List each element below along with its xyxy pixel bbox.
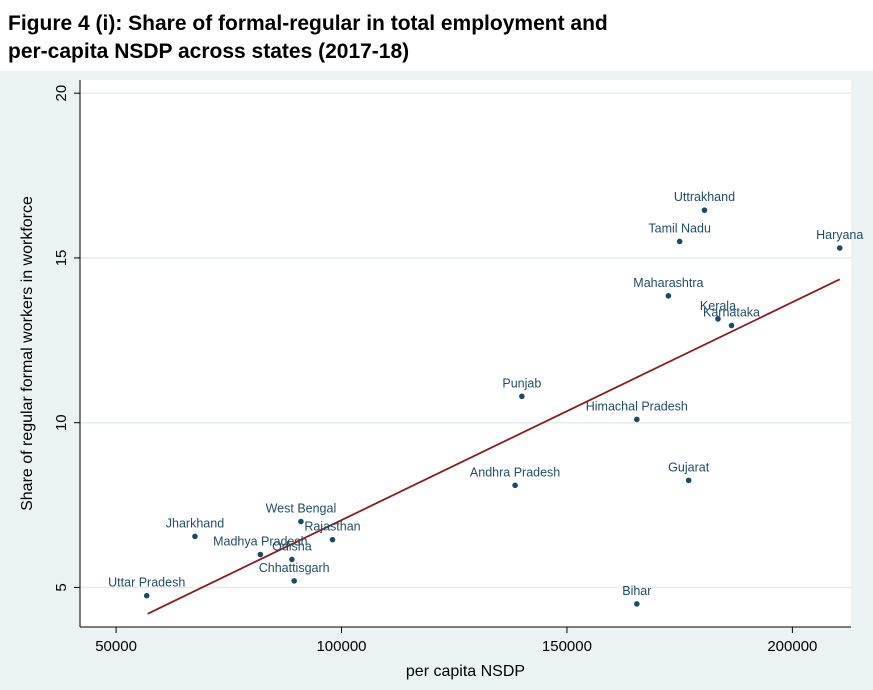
data-point-0 (143, 592, 150, 599)
data-point-8 (519, 393, 525, 400)
data-point-label-8: Punjab (502, 376, 541, 390)
y-tick-label-1: 10 (53, 414, 70, 431)
data-point-label-11: Maharashtra (633, 276, 703, 290)
data-point-16 (728, 322, 735, 329)
y-tick-label-0: 5 (53, 583, 70, 591)
data-point-9 (634, 416, 640, 423)
axes: 50000 100000 150000 200000 5 10 15 20 (53, 80, 851, 655)
data-point-7 (512, 482, 518, 489)
data-point-3 (298, 518, 304, 525)
data-point-1 (192, 533, 198, 540)
data-point-4 (289, 556, 295, 563)
x-tick-label-2: 150000 (542, 638, 592, 655)
plot-area (80, 80, 851, 627)
y-tick-label-2: 15 (53, 250, 70, 267)
x-tick-label-3: 200000 (767, 638, 817, 655)
fit-line-group (147, 278, 841, 615)
data-point-15 (715, 316, 721, 322)
data-point-17 (836, 245, 843, 251)
data-point-label-14: Uttrakhand (674, 190, 735, 204)
data-point-11 (665, 293, 672, 299)
data-point-5 (291, 578, 297, 584)
y-tick-label-3: 20 (53, 85, 70, 102)
fit-line (147, 278, 841, 615)
data-point-label-15: Kerala (700, 299, 736, 313)
x-tick-label-1: 100000 (316, 638, 366, 655)
data-point-label-9: Himachal Pradesh (586, 399, 688, 413)
data-point-12 (676, 238, 683, 245)
data-point-label-6: Rajasthan (304, 520, 360, 534)
x-axis-title: per capita NSDP (406, 663, 525, 680)
data-point-label-16: Karnataka (703, 305, 760, 319)
data-point-label-10: Bihar (622, 584, 651, 598)
data-point-label-3: West Bengal (266, 502, 337, 516)
data-point-label-7: Andhra Pradesh (470, 465, 560, 479)
figure-title-line-1: Figure 4 (i): Share of formal-regular in… (8, 12, 608, 35)
data-point-2 (257, 551, 264, 558)
data-points (143, 207, 843, 607)
data-point-label-1: Jharkhand (166, 516, 224, 530)
data-point-label-13: Gujarat (668, 460, 710, 474)
data-point-label-12: Tamil Nadu (648, 221, 711, 235)
data-point-label-2: Madhya Pradesh (213, 535, 308, 549)
x-tick-label-0: 50000 (95, 638, 137, 655)
data-point-6 (329, 536, 336, 543)
figure-title-line-2: per-capita NSDP across states (2017-18) (8, 40, 410, 63)
data-point-label-17: Haryana (816, 228, 863, 242)
data-point-10 (634, 601, 640, 607)
data-point-label-4: Odisha (272, 539, 312, 553)
data-point-14 (701, 207, 708, 213)
data-point-13 (685, 477, 692, 484)
gridlines (80, 92, 851, 589)
y-axis-title: Share of regular formal workers in workf… (19, 196, 36, 511)
figure-title: Figure 4 (i): Share of formal-regular in… (8, 10, 868, 66)
data-point-label-5: Chhattisgarh (259, 561, 330, 575)
data-point-labels: Uttar Pradesh Jharkhand Madhya Pradesh West… (108, 190, 863, 598)
data-point-label-0: Uttar Pradesh (108, 576, 185, 590)
